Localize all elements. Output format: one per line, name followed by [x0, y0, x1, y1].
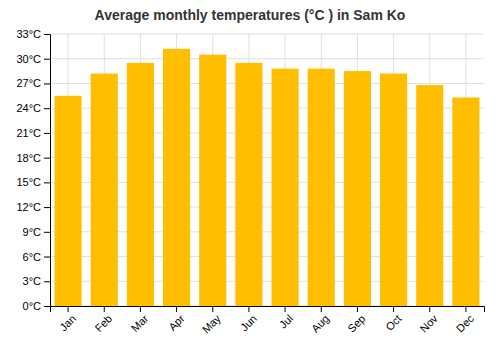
tick-label: 15°C — [16, 176, 41, 188]
tick-label: Aug — [309, 312, 331, 334]
tick-label: Oct — [383, 312, 404, 333]
bar — [416, 85, 443, 306]
x-axis: Jan Feb Mar Apr May Jun Jul Aug Sep Oct Nov Dec — [51, 306, 485, 335]
tick: Nov — [418, 306, 441, 335]
grid — [50, 34, 484, 306]
tick: 21°C — [16, 127, 50, 139]
tick-mark — [212, 306, 213, 312]
bar — [272, 69, 299, 306]
plot: Jan Feb Mar Apr May Jun Jul Aug Sep Oct Nov Dec 0°C 3… — [16, 28, 484, 335]
tick: 0°C — [23, 300, 50, 312]
tick-mark — [285, 306, 286, 312]
tick-mark — [140, 306, 141, 312]
tick-mark — [44, 108, 50, 109]
tick-mark — [44, 232, 50, 233]
tick: 6°C — [23, 251, 50, 263]
y-axis: 0°C 3°C 6°C 9°C 12°C 15°C 18°C 21°C 24°C 27°C 30°C… — [16, 28, 50, 312]
tick-label: 33°C — [16, 28, 41, 40]
bar — [199, 55, 226, 306]
tick: 24°C — [16, 102, 50, 114]
tick-label: Feb — [92, 312, 114, 334]
tick: 9°C — [23, 226, 50, 238]
tick-label: Jan — [57, 312, 78, 333]
tick: Jan — [57, 306, 78, 333]
tick: Aug — [309, 306, 331, 335]
tick: Mar — [129, 306, 151, 334]
tick-mark — [44, 257, 50, 258]
grid-line — [50, 34, 484, 35]
tick-label: 18°C — [16, 152, 41, 164]
tick-mark — [357, 306, 358, 312]
tick-mark — [44, 306, 50, 307]
bar — [235, 63, 262, 306]
tick-mark — [44, 207, 50, 208]
tick-label: 24°C — [16, 102, 41, 114]
tick-label: 27°C — [16, 77, 41, 89]
tick-label: Jul — [277, 312, 295, 330]
tick: 18°C — [16, 152, 50, 164]
tick-label: 12°C — [16, 201, 41, 213]
bar — [344, 71, 371, 306]
tick-mark — [321, 306, 322, 312]
tick: Sep — [345, 306, 367, 335]
tick: Jul — [277, 306, 295, 331]
tick-mark — [44, 34, 50, 35]
tick: 3°C — [23, 275, 50, 287]
tick: 15°C — [16, 176, 50, 188]
bar — [452, 97, 479, 306]
tick-label: Mar — [129, 312, 151, 334]
tick: 27°C — [16, 77, 50, 89]
tick-label: Nov — [418, 312, 441, 335]
tick-label: May — [200, 312, 224, 336]
tick-mark — [44, 59, 50, 60]
tick-label: 9°C — [23, 226, 42, 238]
grid-line — [50, 58, 484, 59]
tick-mark — [104, 306, 105, 312]
tick-label: Jun — [238, 312, 259, 333]
title: Average monthly temperatures (°C ) in Sa… — [95, 7, 406, 23]
bar — [163, 49, 190, 306]
tick-label: 6°C — [23, 251, 42, 263]
bar — [55, 96, 82, 306]
tick: 12°C — [16, 201, 50, 213]
bar — [308, 69, 335, 306]
tick-label: Dec — [454, 312, 477, 335]
tick-mark — [393, 306, 394, 312]
tick-label: Sep — [345, 312, 367, 334]
tick-label: 21°C — [16, 127, 41, 139]
axis-line — [51, 307, 485, 313]
tick: Oct — [383, 306, 404, 333]
tick: May — [200, 306, 224, 335]
tick-label: 0°C — [23, 300, 42, 312]
tick: 33°C — [16, 28, 50, 40]
tick-mark — [176, 306, 177, 312]
bars — [55, 49, 480, 306]
tick-label: 30°C — [16, 53, 41, 65]
tick-mark — [465, 306, 466, 312]
bar — [127, 63, 154, 306]
tick-label: Apr — [166, 312, 187, 333]
bar — [91, 74, 118, 306]
tick-mark — [248, 306, 249, 312]
bar — [380, 74, 407, 306]
chart: Average monthly temperatures (°C ) in Sa… — [0, 0, 500, 350]
tick-mark — [44, 83, 50, 84]
tick-mark — [68, 306, 69, 312]
axis-line — [44, 35, 51, 307]
tick-mark — [44, 133, 50, 134]
tick: Jun — [238, 306, 259, 333]
tick-mark — [44, 182, 50, 183]
tick-mark — [429, 306, 430, 312]
tick: Feb — [92, 306, 114, 334]
tick: Apr — [166, 306, 187, 333]
tick: 30°C — [16, 53, 50, 65]
tick-mark — [44, 281, 50, 282]
tick-label: 3°C — [23, 275, 42, 287]
tick-mark — [44, 158, 50, 159]
tick: Dec — [454, 306, 477, 335]
